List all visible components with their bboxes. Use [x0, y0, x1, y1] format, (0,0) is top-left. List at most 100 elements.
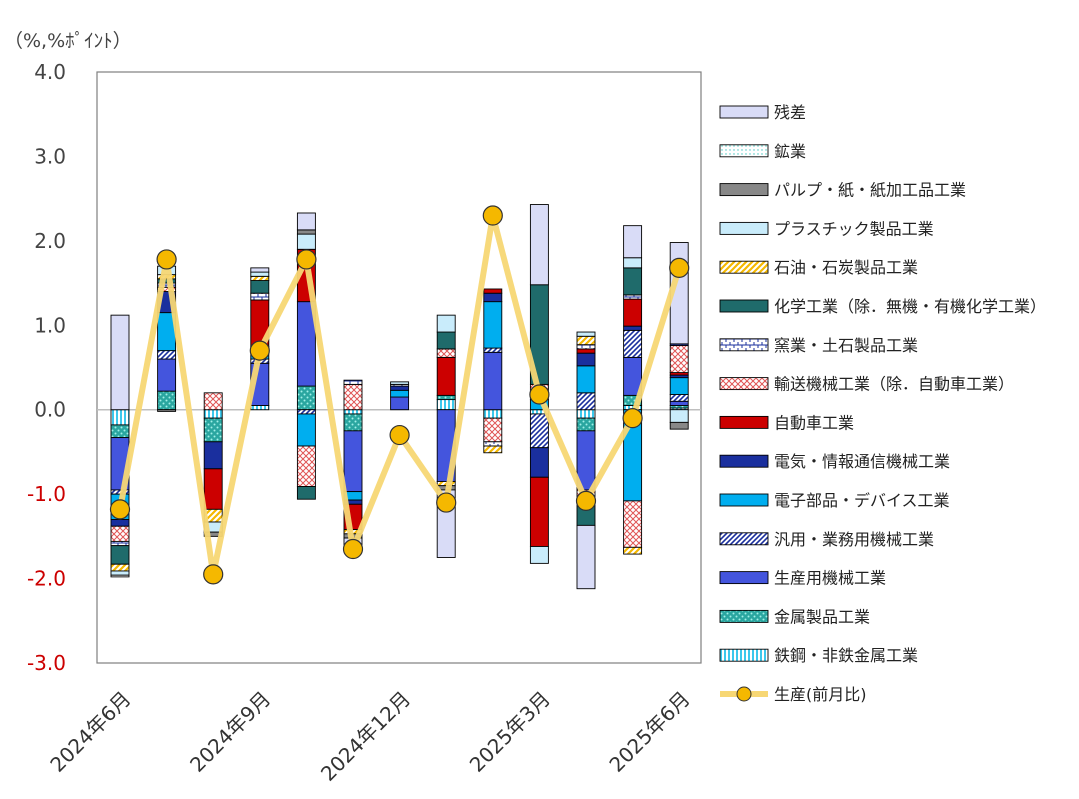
bar-segment [483, 445, 503, 454]
legend-swatch [719, 571, 769, 585]
bar-segment [483, 417, 503, 443]
bar-segment [669, 345, 689, 374]
bar-segment [623, 257, 643, 269]
bar-segment [529, 204, 549, 286]
bar-segment [669, 421, 689, 430]
legend-swatch [719, 532, 769, 546]
x-tick-label: 2024年9月 [185, 687, 275, 777]
legend-label: 輸送機械工業（除．自動車工業） [774, 375, 1014, 394]
bar-segment [390, 389, 410, 398]
bar-segment [483, 351, 503, 411]
bar-segment [529, 476, 549, 547]
bar-segment [390, 385, 410, 391]
legend-label: 生産(前月比) [774, 685, 867, 704]
plot-area [96, 71, 702, 664]
legend-swatch [719, 648, 769, 662]
y-tick-label: -1.0 [27, 482, 66, 506]
bar-segment [110, 570, 130, 576]
bar-segment [343, 379, 363, 385]
bar-segment [529, 413, 549, 449]
bar-segment [483, 301, 503, 349]
bar-segment [296, 413, 316, 447]
bar-segment [436, 331, 456, 350]
x-axis: 2024年6月 2024年9月 2024年12月 2025年3月 2025年6月 [45, 687, 694, 786]
bar-segment [483, 288, 503, 294]
bar-segment [296, 385, 316, 411]
y-tick-label: 4.0 [34, 60, 66, 84]
bar-segment [576, 365, 596, 394]
bar-segment [250, 271, 270, 277]
unit-label: （%,%ﾎﾟｲﾝﾄ） [4, 30, 132, 52]
legend: 残差鉱業パルプ・紙・紙加工品工業プラスチック製品工業石油・石炭製品工業化学工業（… [719, 103, 1046, 704]
bar-segment [203, 392, 223, 411]
bar-segment [250, 405, 270, 411]
bar-segment [576, 352, 596, 367]
bar-segment [390, 381, 410, 385]
legend-marker [736, 686, 752, 702]
bar-segment [576, 524, 596, 590]
bar-segment [203, 441, 223, 470]
legend-label: プラスチック製品工業 [774, 219, 934, 238]
production-point [669, 257, 690, 278]
legend-swatch [719, 105, 769, 119]
x-tick-label: 2024年12月 [316, 687, 415, 786]
legend-label: パルプ・紙・紙加工品工業 [774, 181, 966, 200]
legend-label: 鉱業 [774, 142, 806, 161]
bars [110, 204, 689, 590]
legend-label: 電気・情報通信機械工業 [774, 452, 950, 471]
legend-swatch [719, 609, 769, 623]
bar-segment [343, 430, 363, 493]
y-tick-label: -2.0 [27, 567, 66, 591]
legend-label: 自動車工業 [774, 413, 854, 432]
production-point [342, 538, 364, 560]
bar-segment [623, 546, 643, 555]
bar-segment [157, 390, 177, 411]
y-tick-label: 3.0 [34, 144, 66, 168]
bar-segment [296, 409, 316, 415]
production-point [296, 249, 317, 270]
bar-segment [436, 348, 456, 358]
bar-segment [669, 377, 689, 395]
bar-segment [110, 424, 130, 439]
bar-segment [576, 392, 596, 411]
legend-swatch [719, 144, 769, 158]
legend-label: 汎用・業務用機械工業 [774, 530, 934, 549]
legend-label: 電子部品・デバイス工業 [774, 491, 950, 510]
bar-segment [623, 225, 643, 259]
production-line [109, 205, 690, 585]
bar-segment [576, 344, 596, 350]
bar-segment [483, 292, 503, 303]
bar-segment [110, 545, 130, 565]
x-tick-label: 2025年6月 [604, 687, 694, 777]
bar-segment [669, 400, 689, 406]
legend-label: 窯業・土石製品工業 [774, 336, 918, 355]
bar-segment [343, 413, 363, 432]
legend-swatch [719, 338, 769, 352]
production-point [622, 408, 643, 429]
bar-segment [436, 399, 456, 411]
production-point [575, 490, 597, 511]
legend-swatch [719, 454, 769, 468]
y-tick-label: 2.0 [34, 229, 66, 253]
legend-label: 金属製品工業 [774, 607, 870, 626]
bar-segment [529, 447, 549, 478]
bar-segment [390, 396, 410, 411]
x-tick-label: 2024年6月 [45, 687, 135, 777]
bar-segment [296, 486, 316, 500]
bar-segment [157, 350, 177, 360]
legend-swatch [719, 299, 769, 313]
bar-segment [576, 335, 596, 346]
production-point [249, 340, 270, 361]
y-tick-label: 0.0 [34, 398, 66, 422]
bar-segment [436, 314, 456, 333]
bar-segment [110, 563, 130, 572]
bar-segment [110, 540, 130, 547]
bar-segment [436, 394, 456, 401]
bar-segment [343, 409, 363, 415]
bar-segment [483, 409, 503, 419]
legend-swatch [719, 377, 769, 391]
bar-segment [157, 358, 177, 392]
production-point [156, 249, 177, 270]
legend-swatch [719, 221, 769, 235]
y-tick-label: 1.0 [34, 313, 66, 337]
